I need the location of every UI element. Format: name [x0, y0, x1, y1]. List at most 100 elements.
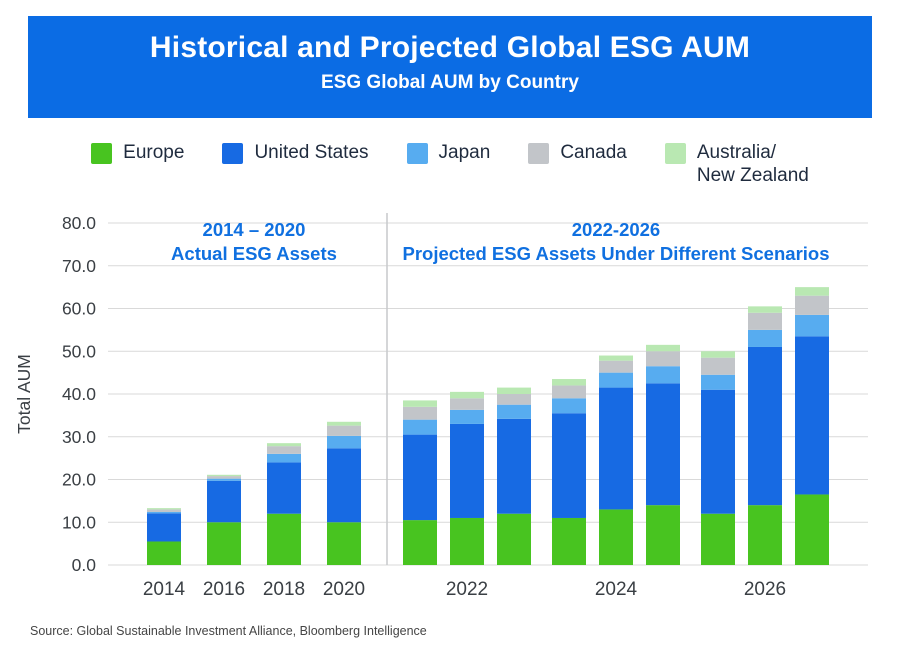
bar-segment-canada: [327, 425, 361, 436]
bar-segment-united-states: [267, 462, 301, 514]
bar-segment-australia-new-zealand: [267, 443, 301, 447]
legend-item-australia-new-zealand: Australia/ New Zealand: [664, 142, 809, 188]
bar-segment-australia-new-zealand: [748, 306, 782, 313]
bar-segment-europe: [701, 513, 735, 565]
header-banner: Historical and Projected Global ESG AUM …: [28, 16, 872, 118]
legend-item-japan: Japan: [406, 142, 491, 188]
bar-segment-united-states: [147, 513, 181, 542]
bar-segment-australia-new-zealand: [497, 387, 531, 394]
y-tick-label: 70.0: [62, 256, 96, 276]
source-note: Source: Global Sustainable Investment Al…: [30, 624, 427, 638]
bar-segment-canada: [147, 509, 181, 512]
bar-segment-japan: [267, 453, 301, 463]
bar-segment-united-states: [450, 423, 484, 518]
legend-swatch-europe: [91, 143, 113, 164]
bar-segment-canada: [450, 398, 484, 410]
bar-segment-europe: [207, 522, 241, 565]
bar-segment-japan: [748, 329, 782, 347]
bar-segment-australia-new-zealand: [795, 287, 829, 296]
x-axis-label: 2018: [263, 579, 305, 600]
bar-segment-japan: [552, 398, 586, 414]
legend-item-canada: Canada: [528, 142, 627, 188]
bar-segment-europe: [450, 517, 484, 565]
bar-segment-united-states: [327, 448, 361, 523]
legend-swatch-australia-new-zealand: [664, 143, 686, 164]
x-axis-label: 2026: [744, 579, 786, 600]
chart-legend: Europe United States Japan Canada Austra…: [0, 142, 900, 188]
bar-segment-australia-new-zealand: [207, 474, 241, 477]
bar-segment-europe: [748, 505, 782, 565]
bar-segment-australia-new-zealand: [327, 421, 361, 426]
bar-segment-japan: [701, 374, 735, 390]
section-annotation: Projected ESG Assets Under Different Sce…: [402, 243, 829, 264]
chart-area: 0.0 10.0 20.0 30.0 40.0 50.0 60.0 70.0 80.0 Total…: [0, 198, 900, 610]
legend-label-europe: Europe: [123, 142, 185, 163]
bar-segment-europe: [327, 522, 361, 565]
bar-segment-japan: [147, 511, 181, 514]
bar-segment-europe: [795, 494, 829, 565]
x-axis-label: 2020: [323, 579, 365, 600]
bar-segment-canada: [207, 476, 241, 479]
bar-segment-europe: [267, 513, 301, 565]
bar-segment-europe: [403, 520, 437, 565]
bar-segment-japan: [795, 314, 829, 337]
bar-segment-europe: [552, 517, 586, 565]
y-tick-label: 50.0: [62, 341, 96, 361]
bar-segment-canada: [748, 312, 782, 330]
bar-segment-canada: [795, 295, 829, 315]
x-axis-label: 2024: [595, 579, 638, 600]
legend-item-europe: Europe: [91, 142, 184, 188]
y-tick-label: 30.0: [62, 427, 96, 447]
bar-segment-japan: [450, 409, 484, 424]
stacked-bar-chart: 0.0 10.0 20.0 30.0 40.0 50.0 60.0 70.0 80.0 Total…: [14, 213, 868, 600]
bar-segment-australia-new-zealand: [701, 351, 735, 358]
bar-segment-japan: [207, 478, 241, 481]
bar-segment-australia-new-zealand: [147, 508, 181, 510]
bar-segment-united-states: [497, 418, 531, 514]
bar-segment-australia-new-zealand: [552, 379, 586, 386]
bar-segment-canada: [701, 357, 735, 375]
bar-segment-canada: [267, 446, 301, 454]
bar-segment-canada: [403, 406, 437, 420]
bar-segment-japan: [327, 435, 361, 449]
bar-segment-japan: [646, 366, 680, 384]
bar-segment-canada: [497, 394, 531, 405]
bar-segment-united-states: [599, 387, 633, 510]
bar-segment-europe: [646, 505, 680, 565]
bar-segment-japan: [497, 404, 531, 419]
bar-segment-canada: [599, 360, 633, 373]
bar-segment-united-states: [207, 480, 241, 523]
bar-segment-japan: [403, 419, 437, 435]
bar-segment-united-states: [795, 336, 829, 495]
footer: Source: Global Sustainable Investment Al…: [30, 624, 427, 638]
y-tick-label: 60.0: [62, 299, 96, 319]
legend-item-united-states: United States: [222, 142, 369, 188]
y-tick-label: 0.0: [72, 555, 97, 575]
bar-segment-europe: [497, 513, 531, 565]
legend-swatch-canada: [528, 143, 550, 164]
y-tick-label: 40.0: [62, 384, 96, 404]
bar-segment-united-states: [403, 434, 437, 521]
x-axis-label: 2022: [446, 579, 488, 600]
bar-segment-united-states: [552, 413, 586, 518]
bar-segment-australia-new-zealand: [599, 355, 633, 361]
bar-segment-canada: [646, 351, 680, 367]
y-tick-label: 80.0: [62, 213, 96, 233]
legend-label-australia-new-zealand: Australia/ New Zealand: [696, 142, 809, 186]
x-axis-label: 2016: [203, 579, 245, 600]
legend-label-united-states: United States: [254, 142, 369, 163]
bar-segment-australia-new-zealand: [450, 391, 484, 399]
legend-swatch-japan: [406, 143, 428, 164]
bar-segment-japan: [599, 372, 633, 388]
legend-label-japan: Japan: [438, 142, 491, 163]
chart-subtitle: ESG Global AUM by Country: [321, 72, 579, 93]
section-annotation: 2014 – 2020: [203, 219, 306, 240]
legend-swatch-united-states: [222, 143, 244, 164]
y-tick-label: 10.0: [62, 512, 96, 532]
legend-label-canada: Canada: [560, 142, 627, 163]
chart-title: Historical and Projected Global ESG AUM: [149, 31, 751, 64]
x-axis-label: 2014: [143, 579, 186, 600]
y-axis-title: Total AUM: [14, 354, 34, 434]
bar-segment-australia-new-zealand: [403, 400, 437, 407]
